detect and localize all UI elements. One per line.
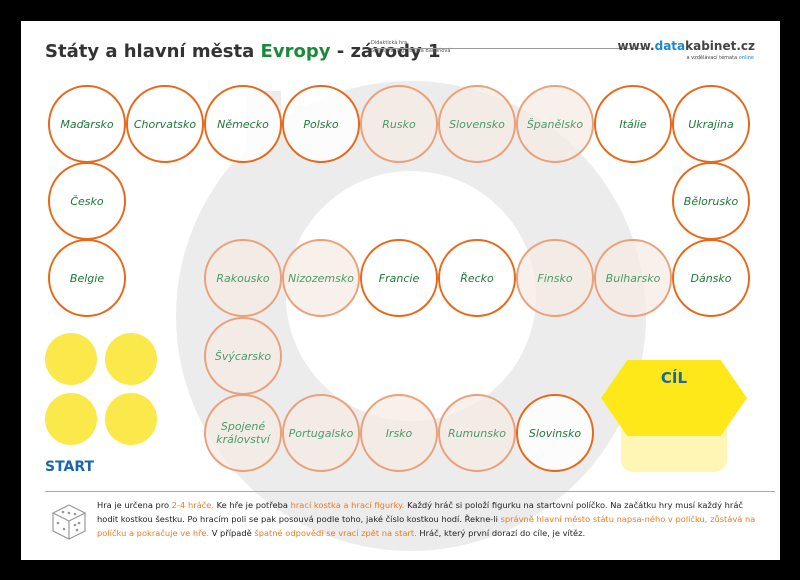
goal-area[interactable] (601, 360, 747, 436)
rules-text-segment: Každý hráč si položí figurku na startovn… (97, 500, 743, 524)
cell-label: Rakousko (216, 271, 270, 285)
cell-label: Belgie (69, 271, 105, 285)
cell-label: Řecko (460, 271, 494, 285)
brand-tagline: a vzdělávací témata online (686, 55, 754, 61)
start-spot-1[interactable] (45, 333, 97, 385)
rules-text: Hra je určena pro 2-4 hráče. Ke hře je p… (97, 498, 762, 540)
board-cell[interactable]: Finsko (516, 239, 594, 317)
cell-label: Bulharsko (605, 271, 661, 285)
board-cell[interactable]: Dánsko (672, 239, 750, 317)
rules-highlight: špatné odpovědi se vrací zpět na start. (254, 528, 417, 538)
cell-label: Itálie (619, 117, 647, 131)
board-cell[interactable]: Chorvatsko (126, 85, 204, 163)
board-cell[interactable]: Spojené království (204, 394, 282, 472)
board-cell[interactable]: Česko (48, 162, 126, 240)
board-cell[interactable]: Nizozemsko (282, 239, 360, 317)
board-cell[interactable]: Německo (204, 85, 282, 163)
board-cell[interactable]: Švýcarsko (204, 317, 282, 395)
cell-label: Švýcarsko (214, 349, 272, 363)
board-cell[interactable]: Itálie (594, 85, 672, 163)
rules-text-segment: Hráč, který první dorazí do cíle, je vít… (416, 528, 586, 538)
cell-label: Spojené království (216, 420, 270, 446)
cell-label: Slovensko (449, 117, 505, 131)
page-title: Státy a hlavní města Evropy - závody 1 (45, 41, 441, 62)
start-spot-2[interactable] (105, 333, 157, 385)
board-cell[interactable]: Polsko (282, 85, 360, 163)
board-cell[interactable]: Rumunsko (438, 394, 516, 472)
cell-label: Chorvatsko (133, 117, 197, 131)
cell-label: Polsko (303, 117, 339, 131)
board-cell[interactable]: Rakousko (204, 239, 282, 317)
board-cell[interactable]: Španělsko (516, 85, 594, 163)
cell-label: Nizozemsko (288, 271, 354, 285)
cell-label: Rusko (382, 117, 416, 131)
board-cell[interactable]: Slovinsko (516, 394, 594, 472)
cell-label: Španělsko (526, 117, 584, 131)
rules-text-segment: V případě (209, 528, 255, 538)
board-cell[interactable]: Bulharsko (594, 239, 672, 317)
board-cell[interactable]: Irsko (360, 394, 438, 472)
board-cell[interactable]: Rusko (360, 85, 438, 163)
rules-text-segment: Hra je určena pro (97, 500, 172, 510)
cell-label: Ukrajina (688, 117, 734, 131)
board-cell[interactable]: Slovensko (438, 85, 516, 163)
dice-icon (51, 504, 87, 540)
rules-highlight: hrací kostka a hrací figurky. (290, 500, 405, 510)
board-cell[interactable]: Řecko (438, 239, 516, 317)
cell-label: Rumunsko (447, 426, 507, 440)
header-divider (371, 48, 646, 49)
cell-label: Francie (378, 271, 420, 285)
rules-highlight: 2-4 hráče. (171, 500, 215, 510)
board-cell[interactable]: Maďarsko (48, 85, 126, 163)
cell-label: Slovinsko (528, 426, 582, 440)
start-spot-4[interactable] (105, 393, 157, 445)
cell-label: Finsko (537, 271, 573, 285)
start-spot-3[interactable] (45, 393, 97, 445)
goal-label: CÍL (660, 369, 688, 387)
cell-label: Dánsko (690, 271, 732, 285)
board-cell[interactable]: Belgie (48, 239, 126, 317)
start-label: START (45, 459, 95, 475)
cell-label: Německo (217, 117, 269, 131)
game-board-page: Státy a hlavní města Evropy - závody 1 D… (21, 21, 780, 560)
board-cell[interactable]: Portugalsko (282, 394, 360, 472)
board-cell[interactable]: Francie (360, 239, 438, 317)
cell-label: Bělorusko (683, 194, 739, 208)
board-cell[interactable]: Ukrajina (672, 85, 750, 163)
cell-label: Maďarsko (60, 117, 114, 131)
board-cell[interactable]: Bělorusko (672, 162, 750, 240)
author-meta: Didaktická hra Sestavila: Mgr. Beáta Badá… (371, 40, 451, 54)
cell-label: Česko (70, 194, 104, 208)
rules-divider (45, 491, 775, 492)
cell-label: Irsko (385, 426, 413, 440)
rules-highlight: správně hlavní město státu napsa-ného v … (97, 514, 756, 538)
rules-text-segment: Ke hře je potřeba (214, 500, 291, 510)
cell-label: Portugalsko (288, 426, 354, 440)
brand-logo[interactable]: www.datakabinet.cz (617, 39, 755, 53)
